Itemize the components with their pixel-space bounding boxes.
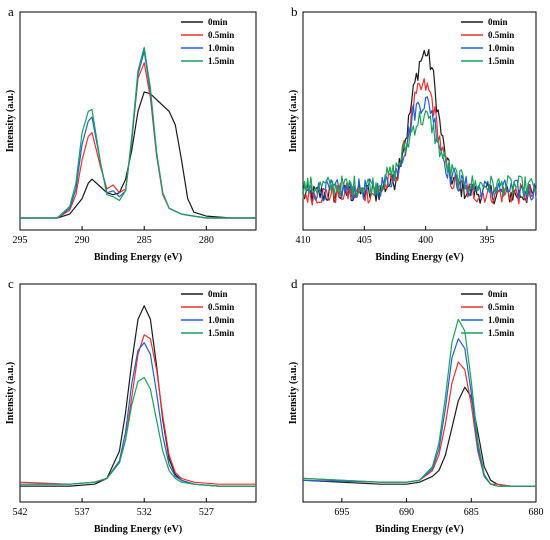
legend-label: 1.5min xyxy=(488,56,514,66)
panel-a: 295 290 285 280 Binding Energy (eV) Intensity… xyxy=(5,4,257,263)
legend-label: 0.5min xyxy=(208,302,234,312)
plot-frame xyxy=(19,283,257,503)
legend-label: 0.5min xyxy=(488,302,514,312)
legend-label: 1.5min xyxy=(208,328,234,338)
x-axis-label: Binding Energy (eV) xyxy=(375,524,463,535)
series-line-0-5min xyxy=(302,78,537,206)
legend: 0min 0.5min 1.0min 1.5min xyxy=(181,17,234,66)
x-tick-label: 695 xyxy=(334,507,349,518)
series-line-0min xyxy=(302,386,536,487)
y-axis-label: Intensity (a.u.) xyxy=(5,90,16,153)
legend-label: 0.5min xyxy=(488,30,514,40)
legend: 0min 0.5min 1.0min 1.5min xyxy=(181,289,234,338)
plot-frame xyxy=(302,283,537,503)
series-line-1-0min xyxy=(302,338,536,487)
series-line-1-0min xyxy=(20,342,256,487)
panel-d: 695 690 685 680 Binding Energy (eV) Intensity… xyxy=(288,276,544,535)
x-tick-label: 400 xyxy=(418,235,433,246)
x-axis-label: Binding Energy (eV) xyxy=(94,252,182,263)
legend-label: 0.5min xyxy=(208,30,234,40)
x-tick-label: 527 xyxy=(199,507,214,518)
legend-label: 0min xyxy=(208,17,228,27)
x-axis-label: Binding Energy (eV) xyxy=(375,252,463,263)
x-tick-label: 680 xyxy=(529,507,544,518)
legend-label: 1.5min xyxy=(488,328,514,338)
legend-label: 1.0min xyxy=(488,315,514,325)
plot-frame xyxy=(19,11,257,231)
legend: 0min 0.5min 1.0min 1.5min xyxy=(461,17,514,66)
legend: 0min 0.5min 1.0min 1.5min xyxy=(461,289,514,338)
panel-c: 542 537 532 527 Binding Energy (eV) Intensity… xyxy=(5,276,257,535)
legend-label: 1.0min xyxy=(208,315,234,325)
x-tick-label: 290 xyxy=(75,235,90,246)
series-line-0-5min xyxy=(19,334,256,485)
y-axis-label: Intensity (a.u.) xyxy=(5,362,16,425)
series-line-1-5min xyxy=(302,110,537,198)
x-tick-label: 685 xyxy=(464,507,479,518)
legend-label: 1.5min xyxy=(208,56,234,66)
x-tick-label: 542 xyxy=(13,507,28,518)
panel-letter: b xyxy=(291,4,298,19)
series-line-1-5min xyxy=(20,376,256,487)
plot-frame xyxy=(302,11,537,231)
series-line-1-5min xyxy=(20,46,256,219)
legend-label: 1.0min xyxy=(208,43,234,53)
legend-label: 0min xyxy=(488,17,508,27)
series-line-1-5min xyxy=(302,318,536,487)
x-tick-label: 295 xyxy=(13,235,28,246)
series-line-0-5min xyxy=(302,361,536,487)
x-tick-label: 537 xyxy=(75,507,90,518)
series-line-1-0min xyxy=(302,96,537,202)
x-tick-label: 280 xyxy=(199,235,214,246)
y-axis-label: Intensity (a.u.) xyxy=(288,362,299,425)
x-tick-label: 532 xyxy=(137,507,152,518)
legend-label: 0min xyxy=(488,289,508,299)
panel-letter: a xyxy=(8,4,14,19)
x-tick-label: 285 xyxy=(137,235,152,246)
panel-letter: d xyxy=(291,276,298,291)
panel-b: 410 405 400 395 Binding Energy (eV) Intensity… xyxy=(288,4,537,263)
x-tick-label: 410 xyxy=(296,235,311,246)
series-line-0-5min xyxy=(20,62,256,219)
x-tick-label: 690 xyxy=(399,507,414,518)
series-line-0min xyxy=(20,91,256,219)
legend-label: 1.0min xyxy=(488,43,514,53)
x-tick-label: 395 xyxy=(479,235,494,246)
x-axis-label: Binding Energy (eV) xyxy=(94,524,182,535)
x-tick-label: 405 xyxy=(357,235,372,246)
y-axis-label: Intensity (a.u.) xyxy=(288,90,299,153)
legend-label: 0min xyxy=(208,289,228,299)
panel-letter: c xyxy=(8,276,14,291)
